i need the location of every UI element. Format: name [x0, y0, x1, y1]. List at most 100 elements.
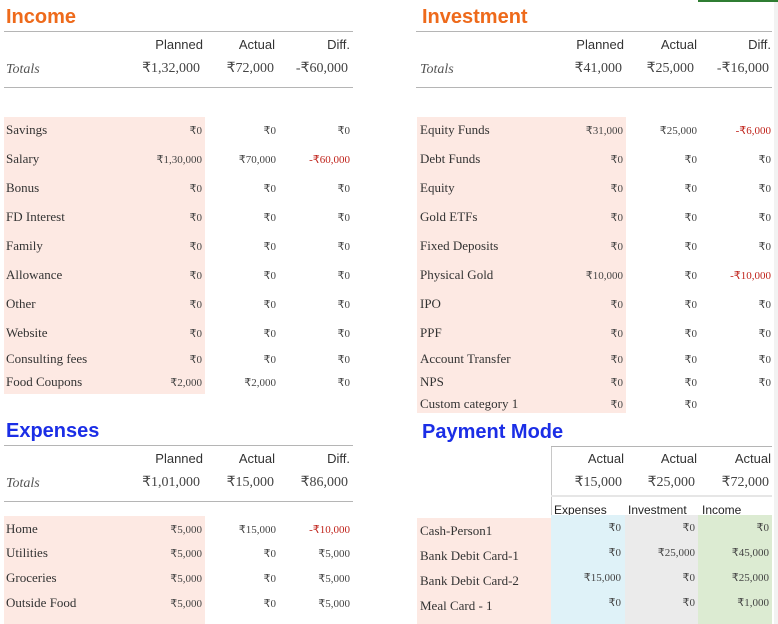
cell-diff[interactable]: ₹0 [337, 183, 351, 195]
cell-planned[interactable]: ₹31,000 [585, 125, 623, 137]
cell-actual[interactable]: ₹0 [263, 241, 277, 253]
cell-diff[interactable]: ₹0 [337, 241, 351, 253]
row-label: Utilities [6, 545, 48, 560]
cell-diff[interactable]: ₹0 [758, 328, 772, 340]
cell-diff[interactable]: ₹0 [337, 377, 351, 389]
cell-diff[interactable]: ₹0 [337, 125, 351, 137]
payment-total-investment: ₹25,000 [647, 475, 695, 490]
row-label: Home [6, 521, 38, 536]
cell-diff[interactable]: -₹10,000 [730, 270, 771, 282]
row-label: NPS [420, 374, 444, 389]
cell-planned[interactable]: ₹0 [610, 377, 624, 389]
payment-expenses-fill [551, 515, 625, 624]
cell-diff[interactable]: ₹5,000 [318, 573, 350, 585]
cell-actual[interactable]: ₹0 [684, 183, 698, 195]
cell-planned[interactable]: ₹0 [189, 183, 203, 195]
cell-expenses[interactable]: ₹0 [608, 597, 622, 609]
cell-actual[interactable]: ₹0 [684, 377, 698, 389]
cell-diff[interactable]: -₹6,000 [735, 125, 771, 137]
cell-actual[interactable]: ₹25,000 [659, 125, 697, 137]
cell-diff[interactable]: ₹0 [337, 299, 351, 311]
cell-income[interactable]: ₹1,000 [737, 597, 769, 609]
cell-planned[interactable]: ₹5,000 [170, 598, 202, 610]
cell-investment[interactable]: ₹0 [682, 597, 696, 609]
cell-planned[interactable]: ₹5,000 [170, 573, 202, 585]
cell-planned[interactable]: ₹5,000 [170, 548, 202, 560]
cell-planned[interactable]: ₹0 [610, 328, 624, 340]
cell-planned[interactable]: ₹0 [189, 328, 203, 340]
cell-diff[interactable]: ₹0 [337, 212, 351, 224]
cell-actual[interactable]: ₹0 [263, 328, 277, 340]
cell-planned[interactable]: ₹0 [189, 241, 203, 253]
cell-actual[interactable]: ₹0 [684, 212, 698, 224]
cell-planned[interactable]: ₹5,000 [170, 524, 202, 536]
cell-planned[interactable]: ₹0 [189, 354, 203, 366]
income-total-planned: ₹1,32,000 [142, 61, 200, 76]
cell-actual[interactable]: ₹0 [684, 241, 698, 253]
cell-diff[interactable]: ₹0 [758, 377, 772, 389]
cell-diff[interactable]: ₹0 [758, 241, 772, 253]
cell-actual[interactable]: ₹0 [263, 270, 277, 282]
cell-planned[interactable]: ₹10,000 [585, 270, 623, 282]
cell-planned[interactable]: ₹0 [610, 154, 624, 166]
cell-actual[interactable]: ₹0 [684, 354, 698, 366]
cell-planned[interactable]: ₹0 [189, 270, 203, 282]
cell-planned[interactable]: ₹0 [189, 125, 203, 137]
cell-planned[interactable]: ₹0 [610, 399, 624, 411]
cell-diff[interactable]: ₹5,000 [318, 548, 350, 560]
cell-actual[interactable]: ₹70,000 [238, 154, 276, 166]
investment-total-actual: ₹25,000 [646, 61, 694, 76]
cell-planned[interactable]: ₹0 [610, 183, 624, 195]
cell-expenses[interactable]: ₹0 [608, 547, 622, 559]
cell-actual[interactable]: ₹0 [263, 354, 277, 366]
cell-diff[interactable]: ₹0 [758, 183, 772, 195]
cell-diff[interactable]: ₹0 [758, 354, 772, 366]
cell-planned[interactable]: ₹0 [189, 299, 203, 311]
cell-actual[interactable]: ₹2,000 [244, 377, 276, 389]
cell-expenses[interactable]: ₹0 [608, 522, 622, 534]
income-total-diff: -₹60,000 [295, 61, 348, 76]
income-top-rule [4, 31, 353, 32]
cell-planned[interactable]: ₹0 [610, 354, 624, 366]
cell-actual[interactable]: ₹0 [684, 328, 698, 340]
cell-diff[interactable]: ₹0 [337, 354, 351, 366]
cell-actual[interactable]: ₹0 [684, 299, 698, 311]
cell-planned[interactable]: ₹0 [189, 212, 203, 224]
cell-diff[interactable]: -₹10,000 [309, 524, 350, 536]
investment-bottom-rule [416, 87, 772, 88]
cell-actual[interactable]: ₹0 [263, 299, 277, 311]
cell-diff[interactable]: -₹60,000 [309, 154, 350, 166]
cell-actual[interactable]: ₹0 [684, 399, 698, 411]
cell-actual[interactable]: ₹0 [263, 573, 277, 585]
cell-actual[interactable]: ₹0 [684, 154, 698, 166]
payment-subheader-income: Income [702, 503, 742, 517]
cell-diff[interactable]: ₹0 [337, 270, 351, 282]
cell-actual[interactable]: ₹0 [684, 270, 698, 282]
cell-diff[interactable]: ₹0 [337, 328, 351, 340]
cell-diff[interactable]: ₹0 [758, 212, 772, 224]
cell-income[interactable]: ₹25,000 [731, 572, 769, 584]
cell-diff[interactable]: ₹5,000 [318, 598, 350, 610]
expenses-totals-label: Totals [6, 476, 40, 491]
cell-expenses[interactable]: ₹15,000 [583, 572, 621, 584]
cell-actual[interactable]: ₹0 [263, 548, 277, 560]
cell-actual[interactable]: ₹0 [263, 598, 277, 610]
investment-planned-fill [551, 117, 626, 413]
cell-planned[interactable]: ₹1,30,000 [156, 154, 203, 166]
cell-investment[interactable]: ₹0 [682, 522, 696, 534]
cell-planned[interactable]: ₹0 [610, 212, 624, 224]
cell-income[interactable]: ₹0 [756, 522, 770, 534]
cell-planned[interactable]: ₹0 [610, 299, 624, 311]
cell-diff[interactable]: ₹0 [758, 154, 772, 166]
cell-planned[interactable]: ₹0 [610, 241, 624, 253]
cell-actual[interactable]: ₹0 [263, 183, 277, 195]
cell-actual[interactable]: ₹0 [263, 212, 277, 224]
cell-investment[interactable]: ₹0 [682, 572, 696, 584]
row-label: PPF [420, 325, 442, 340]
cell-income[interactable]: ₹45,000 [731, 547, 769, 559]
cell-actual[interactable]: ₹0 [263, 125, 277, 137]
cell-planned[interactable]: ₹2,000 [170, 377, 202, 389]
cell-actual[interactable]: ₹15,000 [238, 524, 276, 536]
cell-diff[interactable]: ₹0 [758, 299, 772, 311]
cell-investment[interactable]: ₹25,000 [657, 547, 695, 559]
